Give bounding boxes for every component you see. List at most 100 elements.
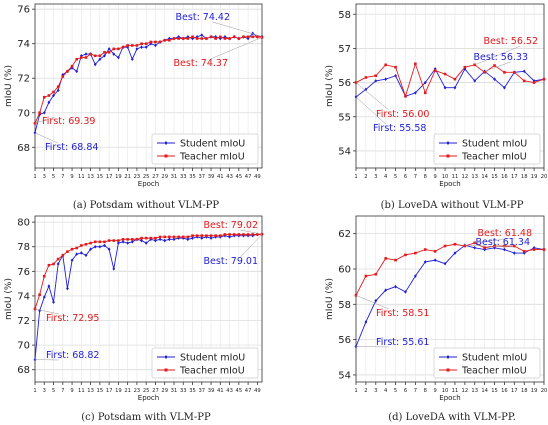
x-tick-label: 10 [442,174,449,180]
legend-swatch-marker [446,355,450,359]
data-point-teacher [140,236,143,240]
data-point-student [116,55,120,60]
legend: Student mIoU Teacher mIoU [433,133,541,165]
data-point-student [453,85,457,90]
data-point-student [79,53,83,58]
data-point-teacher [251,233,255,236]
x-tick-label: 23 [134,174,141,180]
chart-caption: (c) Potsdam with VLM-PP [81,412,211,423]
data-point-student [103,243,106,248]
x-tick-label: 11 [78,388,85,394]
data-point-teacher [404,253,407,257]
data-point-teacher [84,242,88,246]
legend-box [151,133,259,165]
data-point-teacher [80,56,83,59]
data-point-teacher [237,37,241,40]
data-point-student [89,247,92,251]
x-tick-label: 19 [115,388,122,394]
data-point-teacher [191,234,194,237]
data-point-teacher [181,235,185,239]
y-tick-label: 58 [338,10,351,21]
legend-label: Teacher mIoU [461,366,527,377]
data-point-teacher [463,244,467,248]
data-point-teacher [163,38,167,42]
data-point-student [200,236,204,240]
x-tick-label: 33 [180,174,187,180]
data-point-teacher [256,35,259,39]
data-point-teacher [364,274,368,278]
x-axis-label: Epoch [138,180,159,188]
x-tick-label: 16 [501,174,508,180]
data-point-student [84,253,88,258]
x-tick-label: 13 [471,388,478,394]
y-tick-label: 54 [338,146,351,157]
data-point-student [126,241,130,245]
x-tick-label: 8 [424,388,427,394]
plot-frame [355,215,545,383]
x-tick-label: 14 [481,174,488,180]
data-point-student [473,79,477,83]
y-tick-label: 55 [338,112,351,123]
annotation-label: First: 72.95 [46,313,99,324]
x-tick-label: 9 [70,174,73,180]
data-point-student [433,258,437,262]
data-point-student [42,295,46,299]
x-tick-label: 19 [531,174,538,180]
data-point-teacher [107,239,111,242]
chart-caption: (b) LoveDA without VLM-PP [381,200,524,211]
legend: Student mIoU Teacher mIoU [151,133,259,165]
data-point-teacher [80,244,83,247]
y-tick-label: 76 [17,267,30,278]
data-point-teacher [542,248,546,251]
legend-label: Student mIoU [462,139,527,150]
x-tick-label: 10 [442,388,449,394]
x-tick-label: 21 [124,174,131,180]
data-point-teacher [423,248,427,251]
data-point-teacher [75,246,78,250]
data-point-teacher [483,246,486,250]
data-point-teacher [186,37,190,40]
data-point-student [103,53,106,58]
data-point-teacher [503,71,506,74]
data-point-student [503,247,506,252]
annotation-leader [355,82,389,111]
data-point-teacher [354,81,358,84]
data-point-student [93,62,97,67]
data-point-teacher [513,244,516,248]
annotation-label: First: 68.82 [46,350,99,361]
data-point-teacher [414,62,417,66]
data-point-teacher [121,238,125,241]
annotation-label: Best: 79.01 [204,256,258,267]
x-tick-label: 20 [541,388,548,394]
data-point-student [70,258,74,263]
annotation-label: First: 68.84 [45,142,98,153]
data-point-teacher [237,233,241,236]
data-point-teacher [168,235,171,239]
y-tick-label: 57 [338,44,351,55]
data-point-teacher [200,37,204,40]
x-tick-label: 15 [491,388,498,394]
legend-swatch-marker [164,355,168,359]
data-point-student [121,240,125,244]
data-point-teacher [473,63,477,67]
data-point-student [384,77,388,81]
data-point-teacher [47,94,51,97]
x-tick-label: 17 [511,388,518,394]
annotation-leader [474,45,521,66]
x-tick-label: 17 [106,388,113,394]
data-point-student [423,260,427,264]
data-point-student [186,237,190,242]
x-tick-label: 4 [384,388,388,394]
data-point-student [47,100,51,105]
x-tick-label: 8 [424,174,427,180]
data-point-teacher [513,71,516,74]
annotation-leader [34,308,59,315]
data-point-teacher [98,240,102,244]
legend-label: Student mIoU [180,353,245,364]
x-tick-label: 41 [217,174,224,180]
data-point-student [135,47,139,51]
data-point-student [394,284,397,289]
annotation-label: Best: 56.33 [474,52,528,63]
